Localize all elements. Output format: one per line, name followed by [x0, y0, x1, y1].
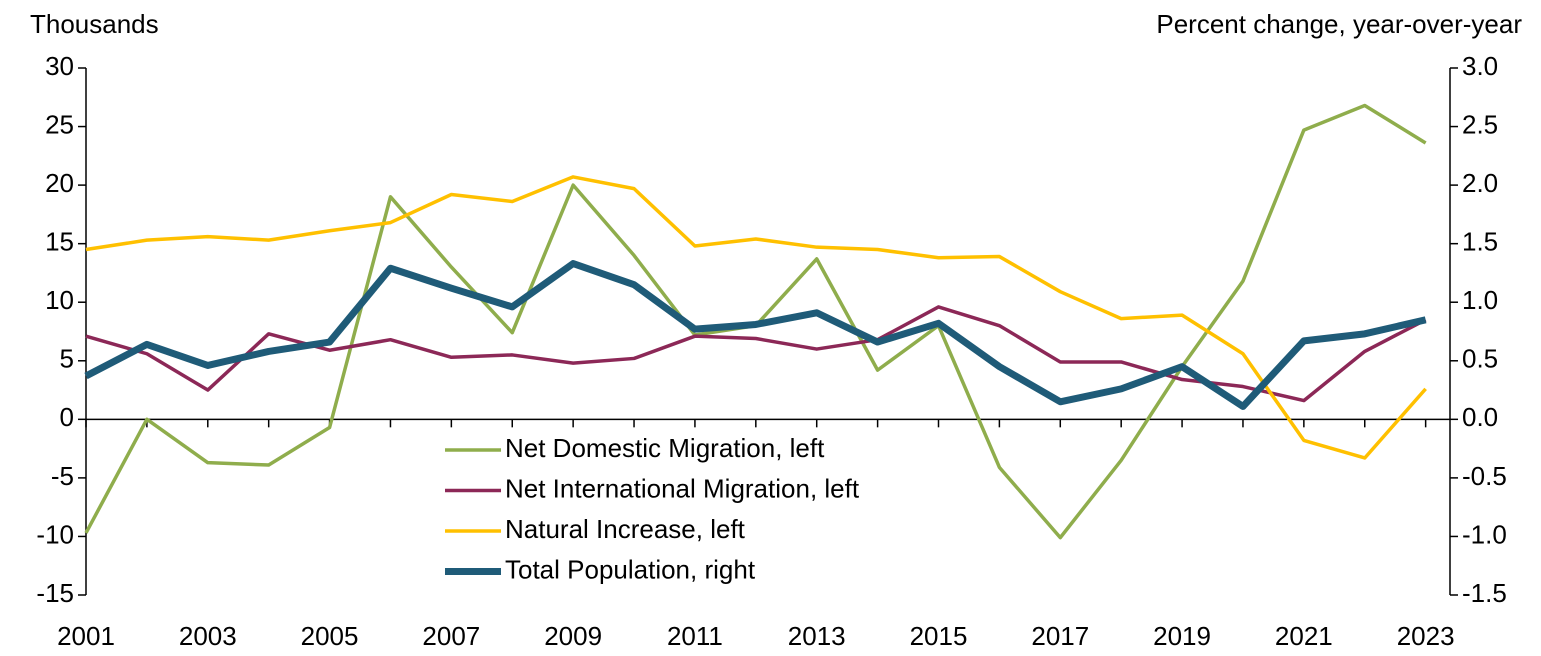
x-tick-label: 2023: [1397, 621, 1455, 651]
y2-tick-label: 0.0: [1462, 402, 1498, 432]
legend-label: Natural Increase, left: [505, 514, 746, 544]
y-tick-label: 20: [45, 168, 74, 198]
x-tick-label: 2009: [544, 621, 602, 651]
x-tick-label: 2015: [910, 621, 968, 651]
y-tick-label: 10: [45, 285, 74, 315]
x-tick-label: 2005: [301, 621, 359, 651]
x-tick-label: 2011: [667, 621, 723, 651]
y-tick-label: 25: [45, 109, 74, 139]
x-tick-label: 2021: [1275, 621, 1333, 651]
y2-tick-label: 3.0: [1462, 51, 1498, 81]
y2-tick-label: -0.5: [1462, 461, 1507, 491]
y2-tick-label: -1.0: [1462, 519, 1507, 549]
y2-tick-label: 2.0: [1462, 168, 1498, 198]
legend-label: Net International Migration, left: [505, 473, 860, 503]
x-tick-label: 2001: [57, 621, 115, 651]
y2-tick-label: 1.5: [1462, 227, 1498, 257]
y-tick-label: -5: [51, 461, 74, 491]
y-tick-label: 30: [45, 51, 74, 81]
y-tick-label: -15: [36, 578, 74, 608]
y-tick-label: -10: [36, 519, 74, 549]
x-tick-label: 2003: [179, 621, 237, 651]
legend-label: Net Domestic Migration, left: [505, 433, 825, 463]
x-tick-label: 2013: [788, 621, 846, 651]
y-axis-label: Thousands: [30, 9, 159, 39]
y2-tick-label: 1.0: [1462, 285, 1498, 315]
y2-tick-label: -1.5: [1462, 578, 1507, 608]
x-tick-label: 2007: [422, 621, 480, 651]
legend-label: Total Population, right: [505, 554, 756, 584]
y2-tick-label: 2.5: [1462, 109, 1498, 139]
y-tick-label: 5: [60, 344, 74, 374]
y-tick-label: 15: [45, 227, 74, 257]
y2-tick-label: 0.5: [1462, 344, 1498, 374]
series-line: [84, 260, 1427, 410]
x-tick-label: 2017: [1031, 621, 1089, 651]
series-line: [85, 175, 1427, 460]
x-tick-label: 2019: [1153, 621, 1211, 651]
y2-axis-label: Percent change, year-over-year: [1156, 9, 1522, 39]
y-tick-label: 0: [60, 402, 74, 432]
